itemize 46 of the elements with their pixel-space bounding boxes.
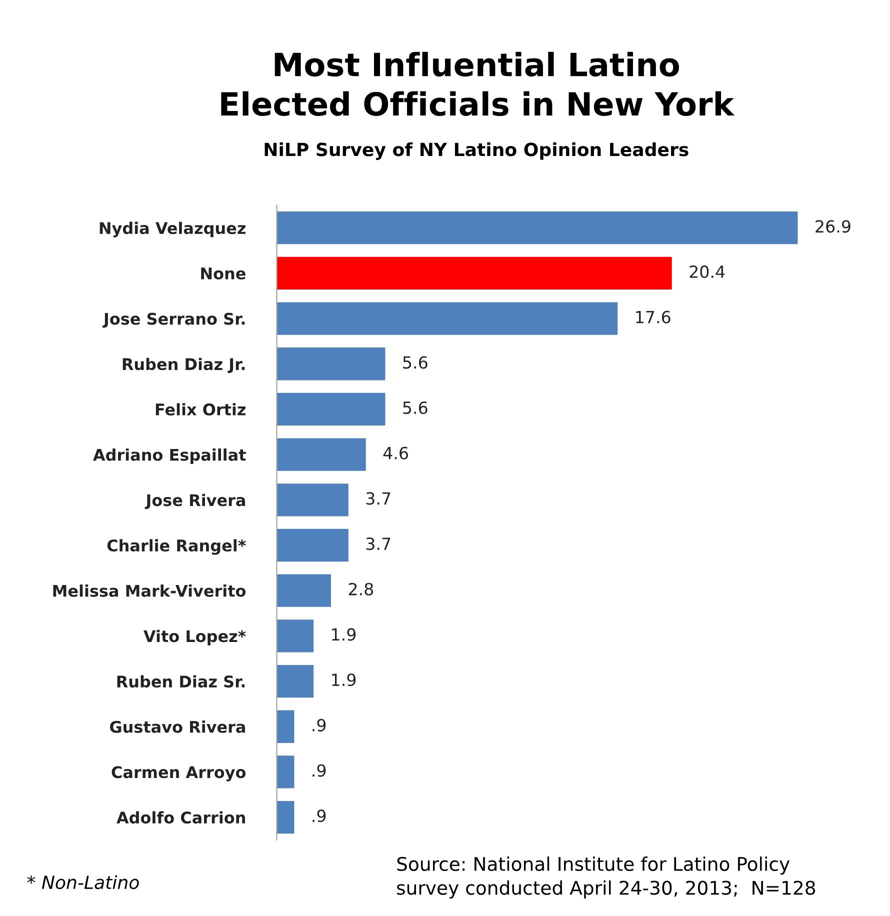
data-label: 1.9 (332, 674, 356, 686)
bar (276, 212, 798, 244)
y-tick-label: Gustavo Rivera (110, 720, 245, 733)
bar (276, 574, 332, 607)
y-tick-label: Ruben Diaz Jr. (122, 358, 245, 374)
bar (276, 256, 672, 290)
source-note: Source: National Institute for Latino Policy survey conducted April 24-30, 2013; N=128 (397, 856, 816, 899)
bar (276, 800, 294, 834)
bar (276, 528, 348, 562)
bar (276, 392, 386, 426)
y-tick-label: Felix Ortiz (156, 403, 246, 416)
y-tick-label: Vito Lopez* (144, 630, 246, 646)
bar (276, 756, 294, 788)
y-tick-label: Nydia Velazquez (100, 222, 246, 238)
bar (276, 620, 314, 652)
data-label: 20.4 (690, 265, 725, 278)
y-tick-label: Melissa Mark-Viverito (53, 584, 246, 597)
y-tick-label: Ruben Diaz Sr. (117, 675, 245, 688)
bar (276, 484, 348, 516)
data-label: 5.6 (403, 401, 428, 414)
data-label: 26.9 (816, 220, 850, 233)
y-tick-label: Jose Serrano Sr. (102, 312, 245, 328)
data-label: 2.8 (348, 582, 374, 596)
y-tick-label: Carmen Arroyo (112, 766, 246, 782)
data-label: 4.6 (383, 446, 408, 460)
y-tick-label: Adolfo Carrion (116, 811, 245, 824)
data-label: .9 (312, 810, 326, 822)
data-label: .9 (312, 764, 326, 777)
bar (276, 302, 618, 335)
data-label: 17.6 (636, 310, 670, 324)
data-label: 3.7 (366, 492, 390, 505)
bar (276, 348, 386, 380)
data-label: .9 (312, 718, 326, 732)
y-tick-label: Jose Rivera (144, 494, 245, 510)
data-label: 5.6 (403, 356, 428, 369)
data-label: 1.9 (332, 628, 356, 641)
text: * Non-Latino (27, 875, 139, 890)
y-tick-label: Adriano Espaillat (93, 448, 246, 464)
chart-subtitle: NiLP Survey of NY Latino Opinion Leaders (264, 142, 688, 160)
y-tick-label: Charlie Rangel* (107, 539, 246, 555)
data-label: 3.7 (366, 537, 390, 550)
bar (276, 664, 314, 698)
y-tick-label: None (201, 268, 246, 280)
chart-title: Most Influential Latino Elected Officials in New York (221, 52, 735, 116)
bar (276, 438, 366, 471)
bar (276, 710, 294, 743)
